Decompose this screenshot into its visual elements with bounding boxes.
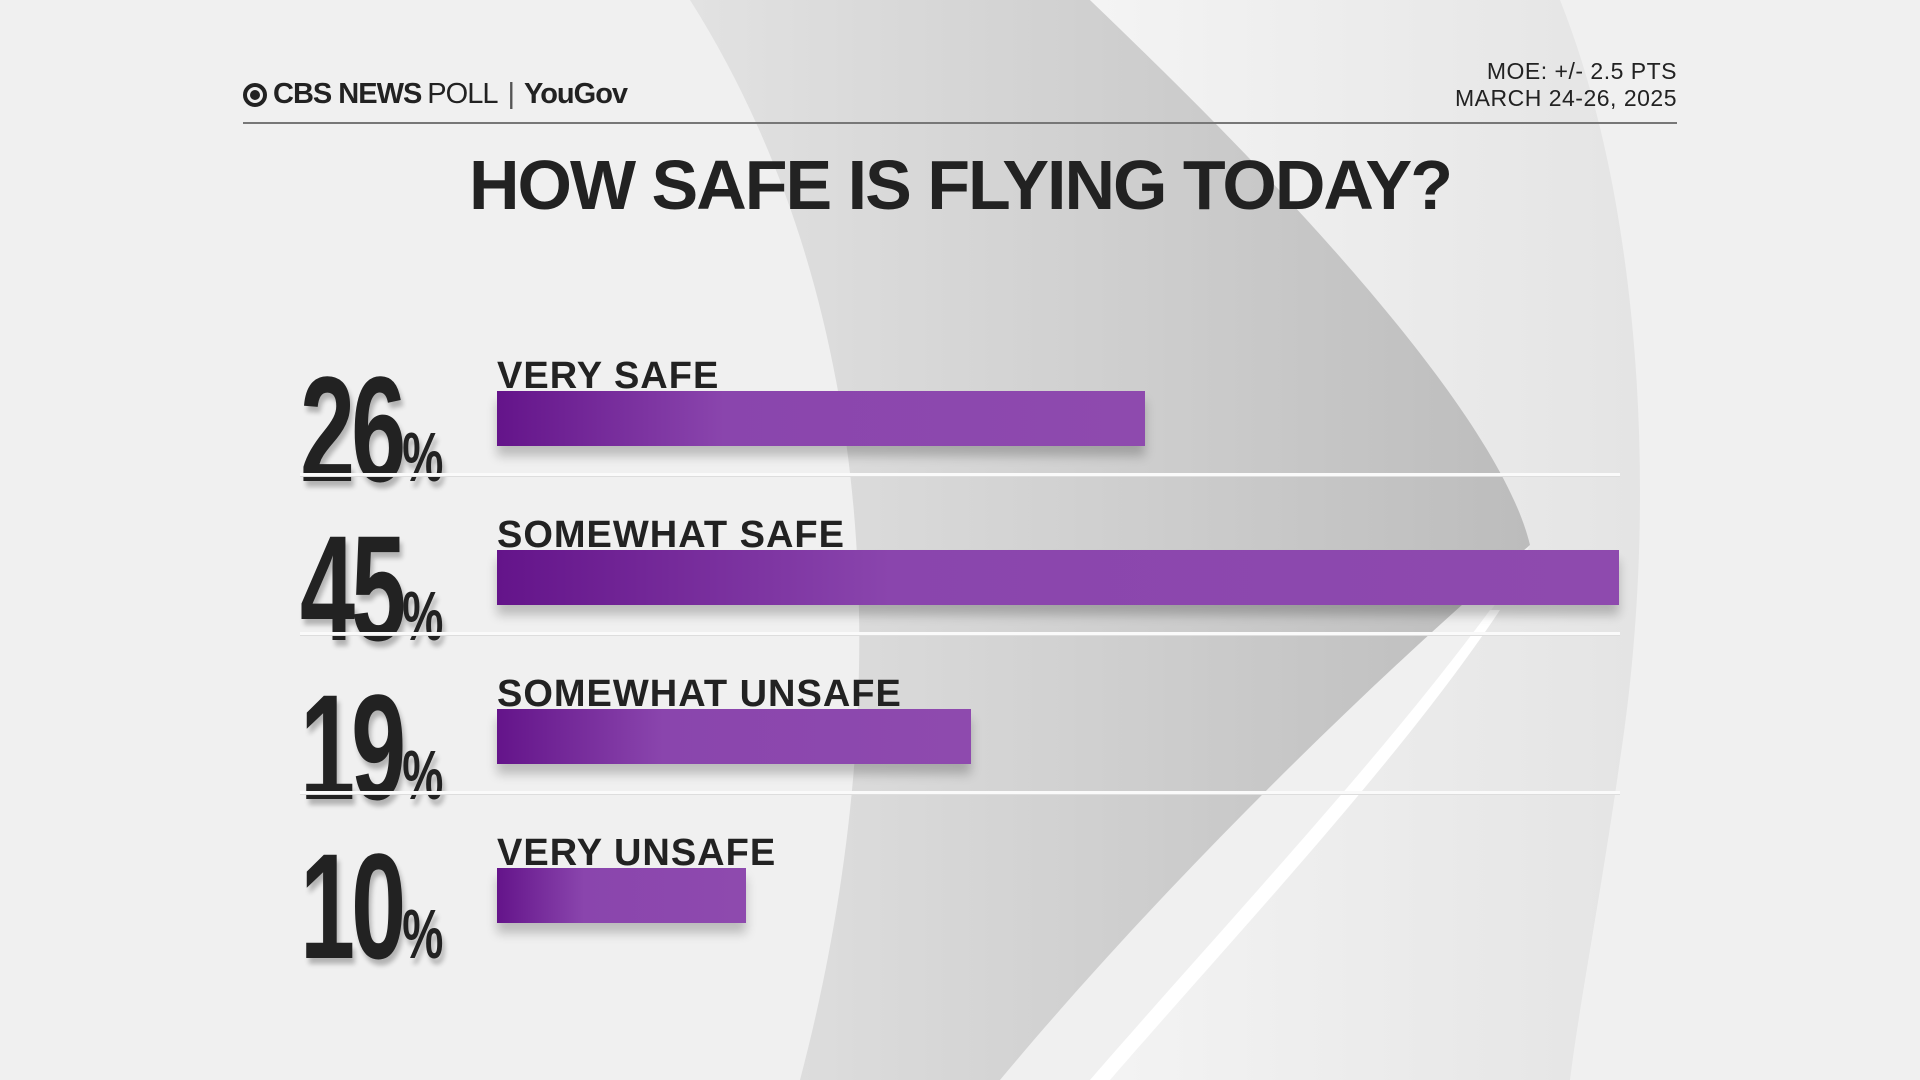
row-divider: [300, 791, 1620, 795]
margin-of-error: MOE: +/- 2.5 PTS: [1486, 58, 1677, 84]
category-label: VERY UNSAFE: [497, 832, 777, 874]
brand-logo: CBS NEWS POLL | YouGov: [243, 78, 628, 111]
value-number: 26: [300, 345, 406, 513]
poll-info: MOE: +/- 2.5 PTS MARCH 24-26, 2025: [1455, 58, 1677, 112]
value-label: 26%: [300, 343, 443, 516]
value-label: 45%: [300, 502, 443, 675]
category-label: VERY SAFE: [497, 355, 720, 397]
bar: [497, 868, 747, 923]
bar-row: 45% SOMEWHAT SAFE: [0, 504, 1920, 673]
percent-sign: %: [402, 895, 444, 973]
brand-partner: YouGov: [524, 78, 628, 110]
cbs-eye-icon: [243, 82, 267, 107]
chart-title: HOW SAFE IS FLYING TODAY?: [469, 146, 1453, 224]
category-label: SOMEWHAT UNSAFE: [497, 673, 902, 715]
brand-separator: |: [507, 78, 515, 110]
category-label: SOMEWHAT SAFE: [497, 514, 845, 556]
value-number: 45: [300, 504, 406, 672]
row-divider: [300, 632, 1620, 636]
value-number: 10: [300, 822, 406, 990]
value-label: 19%: [300, 661, 443, 834]
header-rule: [243, 122, 1677, 124]
value-label: 10%: [300, 820, 443, 993]
bar: [497, 550, 1619, 605]
poll-dates: MARCH 24-26, 2025: [1455, 85, 1677, 111]
brand-cbs: CBS NEWS: [273, 78, 422, 110]
row-divider: [300, 473, 1620, 477]
bar: [497, 391, 1146, 446]
bar-row: 10% VERY UNSAFE: [0, 822, 1920, 991]
bar-row: 26% VERY SAFE: [0, 345, 1920, 514]
bar-row: 19% SOMEWHAT UNSAFE: [0, 663, 1920, 832]
percent-sign: %: [402, 736, 444, 814]
percent-sign: %: [402, 418, 444, 496]
bar: [497, 709, 971, 764]
brand-poll: POLL: [427, 78, 498, 110]
percent-sign: %: [402, 577, 444, 655]
value-number: 19: [300, 663, 406, 831]
